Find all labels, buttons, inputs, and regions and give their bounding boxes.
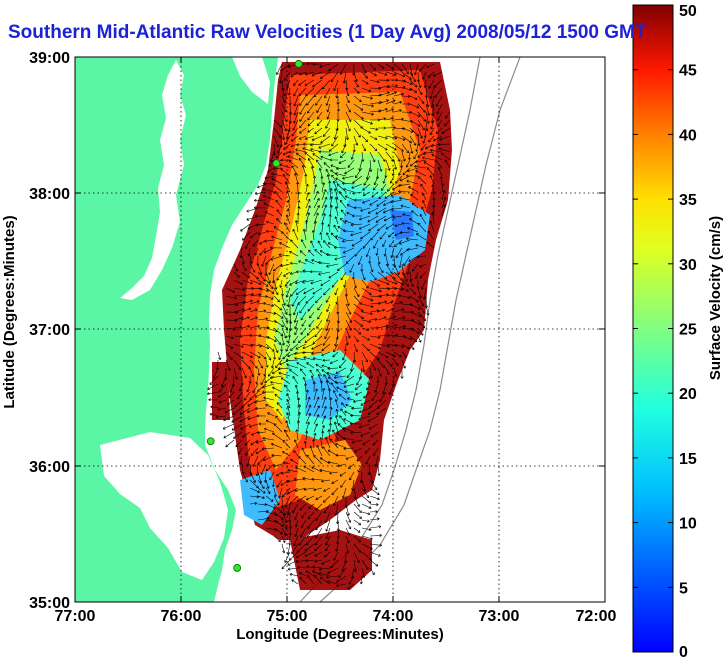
delaware-bay: [232, 57, 270, 104]
colorbar-tick-label: 30: [679, 257, 697, 274]
x-tick-label: 77:00: [55, 608, 96, 625]
station-markers: [206, 59, 303, 572]
colorbar-tick-label: 45: [679, 63, 697, 80]
colorbar-tick-label: 0: [679, 644, 688, 659]
x-tick-label: 75:00: [267, 608, 308, 625]
y-tick-label: 37:00: [29, 322, 70, 339]
x-axis-label: Longitude (Degrees:Minutes): [236, 626, 444, 643]
station-marker: [272, 159, 281, 168]
y-tick-label: 35:00: [29, 595, 70, 612]
colorbar-label: Surface Velocity (cm/s): [707, 216, 724, 380]
bathymetry-contour: [319, 57, 521, 602]
axis-tick-marks: [75, 57, 605, 602]
y-axis-label: Latitude (Degrees:Minutes): [1, 215, 18, 408]
colorbar-tick-label: 10: [679, 516, 697, 533]
grid-lines: [75, 57, 605, 602]
colorbar-ticks: 0 5 10 15 20 25 30 35 40 45 50: [633, 3, 697, 659]
y-tick-label: 39:00: [29, 50, 70, 67]
colorbar-tick-label: 25: [679, 322, 697, 339]
x-tick-label: 73:00: [479, 608, 520, 625]
y-tick-label: 38:00: [29, 186, 70, 203]
pamlico-sound: [100, 432, 228, 580]
station-marker: [294, 59, 303, 68]
colorbar: [632, 4, 674, 653]
x-tick-label: 72:00: [576, 608, 617, 625]
colorbar-tick-label: 5: [679, 580, 688, 597]
colorbar-tick-label: 20: [679, 386, 697, 403]
station-marker: [206, 437, 215, 446]
colorbar-tick-label: 40: [679, 127, 697, 144]
x-tick-label: 74:00: [373, 608, 414, 625]
y-tick-label: 36:00: [29, 459, 70, 476]
colorbar-tick-label: 35: [679, 192, 697, 209]
colorbar-tick-label: 50: [679, 3, 697, 20]
station-marker: [233, 564, 242, 572]
colorbar-tick-label: 15: [679, 451, 697, 468]
map-title: Southern Mid-Atlantic Raw Velocities (1 …: [8, 22, 647, 43]
chesapeake-bay: [120, 60, 186, 300]
bathymetry-contour: [299, 57, 481, 602]
x-tick-label: 76:00: [161, 608, 202, 625]
